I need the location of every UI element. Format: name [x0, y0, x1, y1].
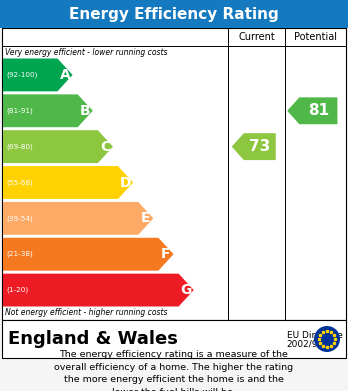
- Text: G: G: [181, 283, 192, 297]
- Text: (1-20): (1-20): [6, 287, 28, 293]
- Text: B: B: [80, 104, 90, 118]
- Polygon shape: [3, 130, 113, 163]
- Bar: [2, 320, 346, 358]
- Text: Not energy efficient - higher running costs: Not energy efficient - higher running co…: [5, 308, 167, 317]
- Text: Energy Efficiency Rating: Energy Efficiency Rating: [69, 7, 279, 22]
- Text: E: E: [141, 212, 151, 225]
- Polygon shape: [3, 166, 133, 199]
- Text: A: A: [60, 68, 70, 82]
- Text: Potential: Potential: [294, 32, 337, 42]
- Text: (81-91): (81-91): [6, 108, 33, 114]
- Text: D: D: [120, 176, 131, 190]
- Text: (92-100): (92-100): [6, 72, 37, 78]
- Circle shape: [314, 326, 340, 352]
- Text: Current: Current: [238, 32, 275, 42]
- Text: 81: 81: [308, 103, 329, 118]
- Polygon shape: [3, 94, 93, 127]
- Text: (55-68): (55-68): [6, 179, 33, 186]
- Text: 2002/91/EC: 2002/91/EC: [287, 339, 339, 348]
- Text: EU Directive: EU Directive: [287, 330, 343, 339]
- Bar: [0, 0, 348, 28]
- Text: F: F: [161, 247, 171, 261]
- Polygon shape: [3, 59, 72, 91]
- Polygon shape: [3, 274, 194, 307]
- Bar: [2, 28, 346, 320]
- Text: 73: 73: [249, 139, 270, 154]
- Polygon shape: [232, 133, 276, 160]
- Text: (69-80): (69-80): [6, 143, 33, 150]
- Text: (39-54): (39-54): [6, 215, 33, 222]
- Polygon shape: [287, 97, 338, 124]
- Text: The energy efficiency rating is a measure of the
overall efficiency of a home. T: The energy efficiency rating is a measur…: [54, 350, 294, 391]
- Text: (21-38): (21-38): [6, 251, 33, 257]
- Text: C: C: [100, 140, 111, 154]
- Polygon shape: [3, 238, 174, 271]
- Text: England & Wales: England & Wales: [8, 330, 178, 348]
- Text: Very energy efficient - lower running costs: Very energy efficient - lower running co…: [5, 48, 167, 57]
- Polygon shape: [3, 202, 153, 235]
